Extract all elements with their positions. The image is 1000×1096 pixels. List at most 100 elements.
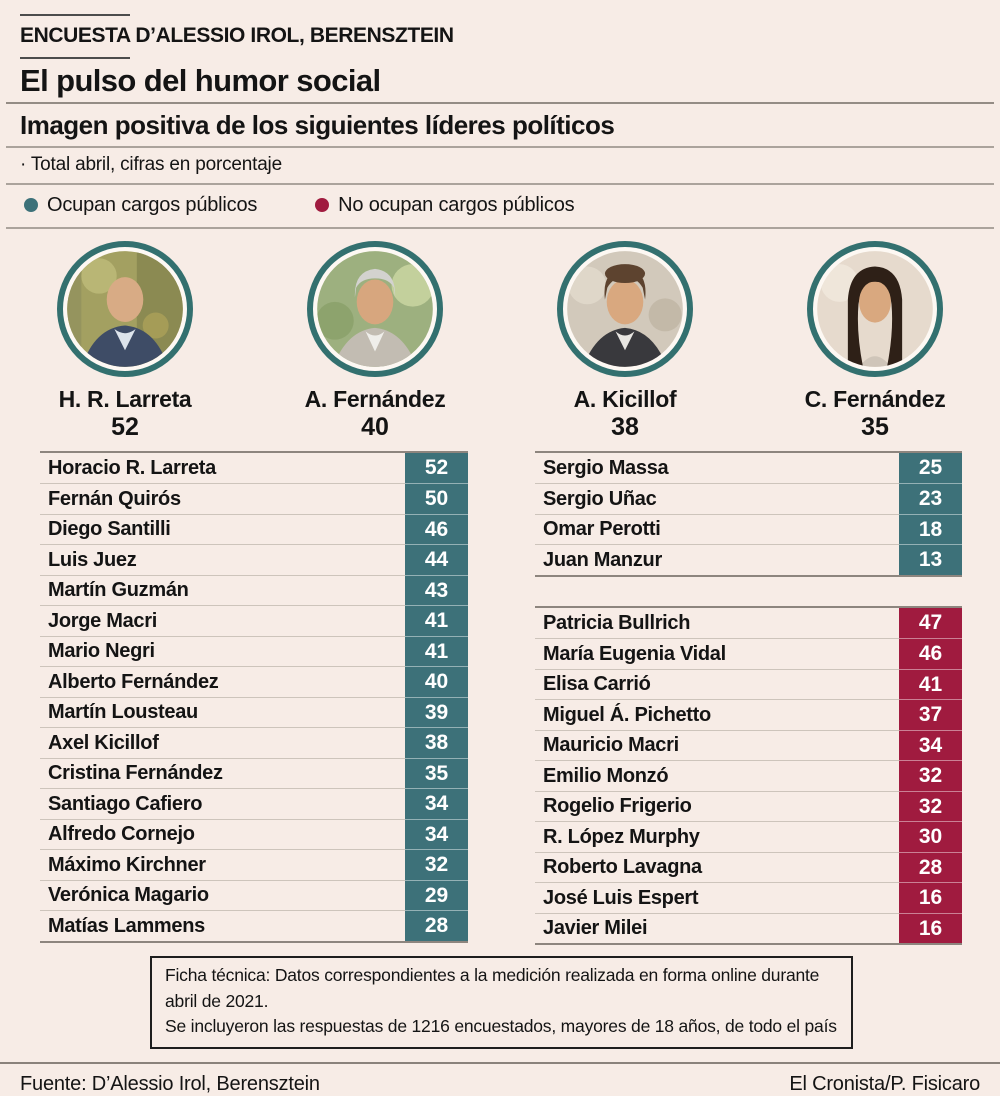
politician-name: Jorge Macri — [40, 605, 405, 636]
table-row: José Luis Espert 16 — [535, 882, 962, 913]
table-row: Máximo Kirchner 32 — [40, 849, 468, 880]
table-row: Alberto Fernández 40 — [40, 666, 468, 697]
source-credit: Fuente: D’Alessio Irol, Berensztein — [20, 1072, 320, 1095]
page-subtitle: Imagen positiva de los siguientes lídere… — [20, 109, 615, 140]
politician-name: Horacio R. Larreta — [48, 456, 216, 479]
positive-image-value: 30 — [899, 821, 962, 852]
table-row: Luis Juez 44 — [40, 544, 468, 575]
positive-image-value: 40 — [405, 666, 468, 697]
table-row: Fernán Quirós 50 — [40, 483, 468, 514]
featured-c-fernandez: C. Fernández 35 — [750, 240, 1000, 442]
ranking-column-left: Horacio R. Larreta 52 Fernán Quirós 50 D… — [40, 450, 468, 946]
politician-name: Santiago Cafiero — [40, 788, 405, 819]
featured-value: 52 — [111, 412, 139, 441]
table-row: Diego Santilli 46 — [40, 513, 468, 545]
featured-leaders: H. R. Larreta 52 A. F — [0, 240, 1000, 442]
politician-name: María Eugenia Vidal — [535, 638, 899, 669]
politician-name: Javier Milei — [535, 912, 899, 944]
positive-image-value: 23 — [899, 483, 962, 514]
table-row: Martín Lousteau 39 — [40, 696, 468, 728]
positive-image-value: 35 — [405, 757, 468, 789]
table-row: Emilio Monzó 32 — [535, 760, 962, 791]
featured-name: C. Fernández — [804, 385, 946, 412]
ranking-tables: Horacio R. Larreta 52 Fernán Quirós 50 D… — [0, 442, 1000, 946]
politician-name: Omar Perotti — [535, 513, 899, 545]
table-row: Mario Negri 41 — [40, 635, 468, 667]
politician-name: Elisa Carrió — [535, 668, 899, 700]
person-portrait-icon — [817, 251, 933, 367]
politician-name: Alfredo Cornejo — [40, 818, 405, 850]
table-row: Omar Perotti 18 — [535, 513, 962, 545]
table-row: Sergio Massa 25 — [535, 452, 962, 484]
positive-image-value: 32 — [899, 790, 962, 822]
positive-image-value: 28 — [899, 851, 962, 883]
politician-name: Diego Santilli — [40, 513, 405, 545]
table-row: Juan Manzur 13 — [535, 544, 962, 575]
table-row: Verónica Magario 29 — [40, 879, 468, 911]
politician-name: R. López Murphy — [535, 821, 899, 852]
positive-image-value: 32 — [899, 760, 962, 791]
politician-name: Sergio Uñac — [535, 483, 899, 514]
politician-name: Rogelio Frigerio — [535, 790, 899, 822]
kicker-underline — [20, 57, 130, 60]
positive-image-value: 13 — [899, 544, 962, 575]
positive-image-value: 44 — [405, 544, 468, 575]
positive-image-value: 50 — [405, 483, 468, 514]
table-row: Cristina Fernández 35 — [40, 757, 468, 789]
positive-image-value: 41 — [405, 635, 468, 667]
crimson-dot-icon — [315, 198, 330, 213]
positive-image-value: 16 — [899, 882, 962, 913]
ranking-table-in-office-main: Horacio R. Larreta 52 Fernán Quirós 50 D… — [40, 450, 468, 943]
teal-dot-icon — [24, 198, 38, 213]
legend-item-not-in-office: No ocupan cargos públicos — [315, 194, 575, 217]
positive-image-value: 16 — [899, 912, 962, 944]
table-row: Sergio Uñac 23 — [535, 483, 962, 514]
kicillof-photo — [557, 240, 693, 377]
featured-name: H. R. Larreta — [58, 385, 192, 412]
politician-name: Verónica Magario — [40, 879, 405, 911]
politician-name: Axel Kicillof — [40, 727, 405, 758]
unit-note: · Total abril, cifras en porcentaje — [20, 153, 282, 175]
politician-name: Luis Juez — [40, 544, 405, 575]
politician-name: Martín Lousteau — [40, 696, 405, 728]
person-portrait-icon — [567, 251, 683, 367]
politician-name: Máximo Kirchner — [40, 849, 405, 880]
page-title: El pulso del humor social — [20, 63, 381, 99]
positive-image-value: 32 — [405, 849, 468, 880]
a-fernandez-photo — [307, 240, 443, 377]
table-row: Axel Kicillof 38 — [40, 727, 468, 758]
positive-image-value: 37 — [899, 699, 962, 730]
person-portrait-icon — [317, 251, 433, 367]
positive-image-value: 34 — [899, 729, 962, 761]
politician-name: Roberto Lavagna — [535, 851, 899, 883]
politician-name: Cristina Fernández — [40, 757, 405, 789]
politician-name: Sergio Massa — [543, 456, 669, 479]
divider — [6, 226, 994, 229]
table-row: Roberto Lavagna 28 — [535, 851, 962, 883]
ranking-table-not-in-office: Patricia Bullrich 47 María Eugenia Vidal… — [535, 605, 962, 946]
divider — [6, 182, 994, 185]
positive-image-value: 28 — [405, 910, 468, 941]
positive-image-value: 39 — [405, 696, 468, 728]
positive-image-value: 41 — [899, 668, 962, 700]
table-row: Miguel Á. Pichetto 37 — [535, 699, 962, 730]
legend-item-in-office: Ocupan cargos públicos — [24, 194, 257, 217]
featured-a-fernandez: A. Fernández 40 — [250, 240, 500, 442]
featured-value: 38 — [611, 412, 639, 441]
politician-name: Miguel Á. Pichetto — [535, 699, 899, 730]
politician-name: Juan Manzur — [535, 544, 899, 575]
positive-image-value: 18 — [899, 513, 962, 545]
table-row: Horacio R. Larreta 52 — [40, 452, 468, 484]
publisher-credit: El Cronista/P. Fisicaro — [789, 1072, 980, 1095]
legend-label: Ocupan cargos públicos — [47, 193, 258, 216]
table-row: Jorge Macri 41 — [40, 605, 468, 636]
featured-kicillof: A. Kicillof 38 — [500, 240, 750, 442]
politician-name: Martín Guzmán — [40, 574, 405, 606]
featured-value: 40 — [361, 412, 389, 441]
table-row: Alfredo Cornejo 34 — [40, 818, 468, 850]
positive-image-value: 46 — [899, 638, 962, 669]
featured-name: A. Fernández — [304, 385, 446, 412]
technical-note-line1: Ficha técnica: Datos correspondientes a … — [165, 965, 820, 1011]
table-row: Patricia Bullrich 47 — [535, 607, 962, 639]
larreta-photo — [57, 240, 193, 377]
